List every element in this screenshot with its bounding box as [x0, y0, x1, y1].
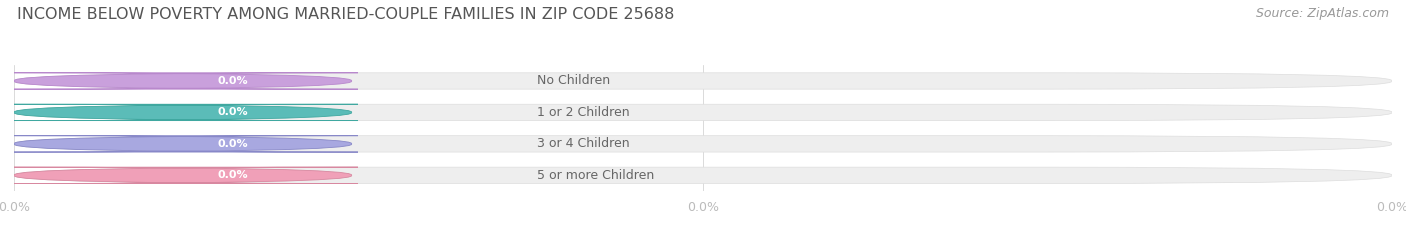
- FancyBboxPatch shape: [14, 73, 1392, 89]
- Text: 1 or 2 Children: 1 or 2 Children: [537, 106, 630, 119]
- Text: 0.0%: 0.0%: [218, 76, 249, 86]
- FancyBboxPatch shape: [7, 167, 359, 184]
- Text: 5 or more Children: 5 or more Children: [537, 169, 654, 182]
- Text: 3 or 4 Children: 3 or 4 Children: [537, 137, 630, 150]
- Text: 0.0%: 0.0%: [218, 170, 249, 180]
- FancyBboxPatch shape: [14, 167, 1392, 184]
- Text: INCOME BELOW POVERTY AMONG MARRIED-COUPLE FAMILIES IN ZIP CODE 25688: INCOME BELOW POVERTY AMONG MARRIED-COUPL…: [17, 7, 675, 22]
- FancyBboxPatch shape: [7, 73, 359, 89]
- Text: No Children: No Children: [537, 75, 610, 87]
- FancyBboxPatch shape: [7, 136, 359, 152]
- FancyBboxPatch shape: [7, 104, 359, 121]
- FancyBboxPatch shape: [14, 136, 1392, 152]
- Text: 0.0%: 0.0%: [218, 107, 249, 117]
- FancyBboxPatch shape: [14, 104, 1392, 121]
- Text: 0.0%: 0.0%: [218, 139, 249, 149]
- Text: Source: ZipAtlas.com: Source: ZipAtlas.com: [1256, 7, 1389, 20]
